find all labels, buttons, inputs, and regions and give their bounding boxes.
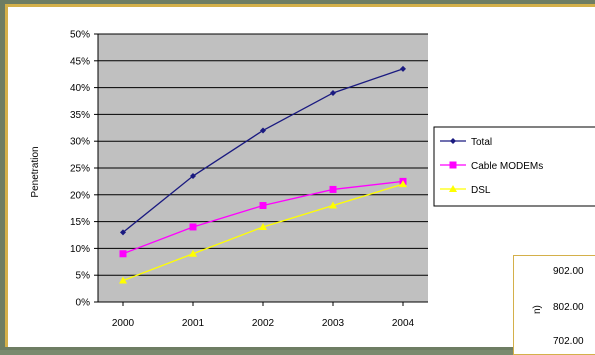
chart-panel: 0% 5% 10% 15% 20% 25% 30% 35% 40% 45% 50% 2000 2001… bbox=[5, 4, 595, 347]
y-axis-ticks: 0% 5% 10% 15% 20% 25% 30% 35% 40% 45% 50% bbox=[70, 30, 98, 309]
inset-value: 702.00 bbox=[553, 336, 584, 347]
y-tick-label: 50% bbox=[70, 30, 90, 41]
data-point bbox=[119, 276, 127, 284]
x-tick-label: 2004 bbox=[392, 318, 415, 329]
x-tick-label: 2000 bbox=[112, 318, 135, 329]
grid-lines bbox=[98, 33, 428, 276]
line-chart: 0% 5% 10% 15% 20% 25% 30% 35% 40% 45% 50% 2000 2001… bbox=[30, 30, 595, 329]
x-tick-label: 2001 bbox=[182, 318, 205, 329]
series-0 bbox=[120, 65, 406, 236]
data-point bbox=[190, 173, 196, 180]
data-point bbox=[259, 222, 267, 230]
x-axis-ticks: 2000 2001 2002 2003 2004 bbox=[112, 302, 415, 329]
series-group bbox=[119, 65, 407, 284]
data-point bbox=[400, 65, 406, 72]
data-point bbox=[119, 250, 127, 258]
y-tick-label: 30% bbox=[70, 137, 90, 148]
y-tick-label: 20% bbox=[70, 190, 90, 201]
x-tick-label: 2003 bbox=[322, 318, 345, 329]
inset-chart: n) 902.00 802.00 702.00 bbox=[513, 255, 595, 355]
y-tick-label: 25% bbox=[70, 164, 90, 175]
legend-label: Total bbox=[471, 137, 492, 148]
inset-axis-label: n) bbox=[532, 305, 543, 314]
data-point bbox=[189, 223, 197, 231]
data-point bbox=[120, 229, 126, 236]
x-tick-label: 2002 bbox=[252, 318, 275, 329]
legend-marker bbox=[450, 138, 456, 144]
data-point bbox=[259, 202, 267, 210]
data-point bbox=[399, 180, 407, 188]
y-tick-label: 35% bbox=[70, 110, 90, 121]
legend-marker bbox=[449, 185, 457, 192]
series-2 bbox=[119, 180, 407, 284]
data-point bbox=[330, 89, 336, 96]
data-point bbox=[189, 249, 197, 257]
y-tick-label: 10% bbox=[70, 244, 90, 255]
y-tick-label: 40% bbox=[70, 83, 90, 94]
data-point bbox=[329, 201, 337, 209]
y-tick-label: 45% bbox=[70, 56, 90, 67]
y-axis-label: Penetration bbox=[30, 146, 41, 197]
legend-label: DSL bbox=[471, 185, 491, 196]
y-tick-label: 15% bbox=[70, 217, 90, 228]
legend-label: Cable MODEMs bbox=[471, 161, 543, 172]
y-tick-label: 5% bbox=[76, 271, 91, 282]
data-point bbox=[329, 185, 337, 193]
legend-box bbox=[433, 126, 595, 207]
legend-marker bbox=[449, 161, 457, 169]
y-tick-label: 0% bbox=[76, 298, 91, 309]
legend: Total Cable MODEMs DSL bbox=[433, 126, 595, 207]
inset-value: 902.00 bbox=[553, 266, 584, 277]
data-point bbox=[260, 127, 266, 134]
inset-value: 802.00 bbox=[553, 302, 584, 313]
